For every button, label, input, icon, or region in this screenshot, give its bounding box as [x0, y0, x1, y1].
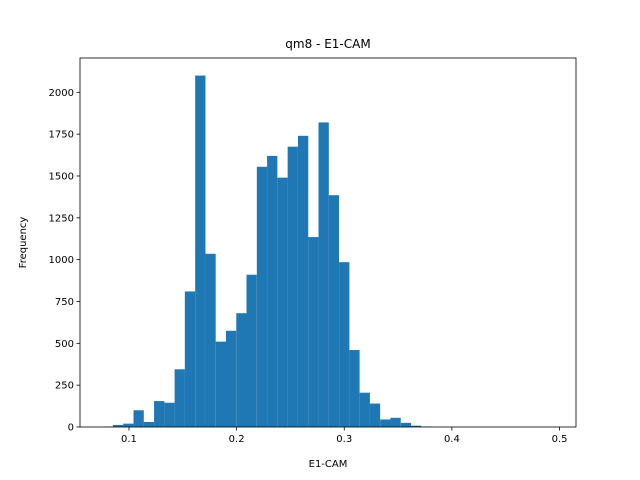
y-tick-label: 0 — [68, 423, 74, 434]
histogram-bar — [236, 313, 247, 427]
y-axis-label: Frequency — [18, 217, 29, 269]
histogram-bar — [318, 122, 329, 428]
y-tick-label: 250 — [55, 381, 74, 392]
y-axis-ticks: 0 250 500 750 1000 1250 1500 1750 2000 — [49, 88, 80, 434]
y-tick-label: 1000 — [49, 255, 74, 266]
y-tick-label: 1750 — [49, 130, 74, 141]
histogram-bar — [267, 155, 278, 427]
histogram-bar — [256, 166, 268, 427]
chart-title: qm8 - E1-CAM — [285, 37, 370, 51]
histogram-bar — [390, 417, 401, 427]
y-tick-label: 2000 — [49, 88, 74, 99]
histogram-bar — [297, 135, 309, 427]
histogram-bar — [359, 392, 370, 427]
histogram-bar — [339, 262, 350, 427]
histogram-bar — [215, 341, 227, 427]
histogram-bar — [123, 423, 134, 427]
histogram-bar — [195, 75, 206, 427]
histogram-bars — [102, 75, 566, 428]
histogram-bar — [410, 425, 422, 427]
histogram-bar — [287, 146, 298, 427]
y-tick-label: 500 — [55, 339, 74, 350]
y-tick-label: 1500 — [49, 171, 74, 182]
histogram-bar — [184, 291, 196, 427]
histogram-bar — [174, 369, 185, 427]
x-tick-label: 0.4 — [444, 434, 460, 445]
x-axis-ticks: 0.1 0.2 0.3 0.4 0.5 — [121, 427, 567, 445]
histogram-bar — [225, 330, 237, 427]
x-tick-label: 0.5 — [552, 434, 568, 445]
histogram-bar — [164, 402, 175, 427]
x-tick-label: 0.1 — [121, 434, 137, 445]
histogram-bar — [349, 350, 360, 427]
histogram-bar — [133, 410, 144, 427]
histogram-bar — [154, 401, 165, 427]
y-tick-label: 750 — [55, 297, 74, 308]
histogram-bar — [112, 424, 124, 427]
histogram-bar — [328, 195, 340, 427]
histogram-bar — [143, 421, 154, 427]
histogram-bar — [205, 253, 216, 427]
histogram-bar — [277, 177, 288, 427]
y-tick-label: 1250 — [49, 213, 74, 224]
histogram-bar — [400, 422, 412, 427]
x-tick-label: 0.3 — [336, 434, 352, 445]
plot-frame — [79, 57, 577, 428]
x-axis-label: E1-CAM — [309, 459, 348, 470]
histogram-bar — [380, 419, 391, 427]
histogram-bar — [369, 403, 381, 427]
histogram-bar — [308, 237, 319, 427]
x-tick-label: 0.2 — [229, 434, 245, 445]
histogram-bar — [246, 274, 257, 427]
